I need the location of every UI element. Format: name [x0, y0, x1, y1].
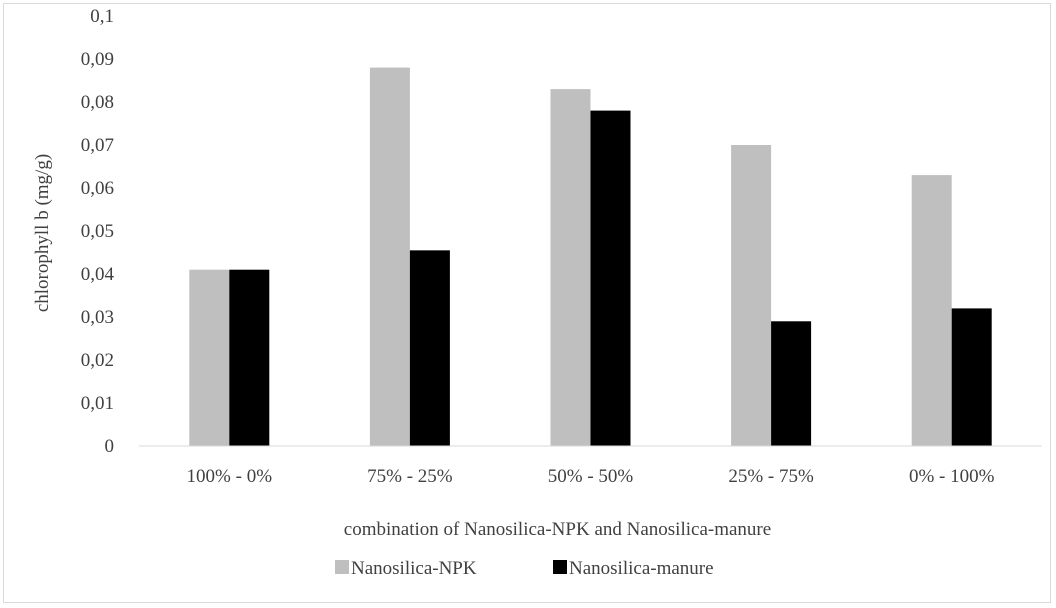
y-tick-label: 0,03	[81, 307, 114, 328]
bar-nanosilica-manure-0	[229, 269, 270, 446]
legend-swatch-1	[553, 560, 567, 574]
y-tick-label: 0,06	[81, 178, 114, 199]
bar-nanosilica-npk-3	[731, 145, 772, 446]
chart-frame: 0 0,01 0,02 0,03 0,04 0,05 0,06 0,07 0,08 0,09 0,1…	[3, 3, 1051, 603]
y-tick-label: 0	[105, 436, 115, 457]
legend-label-1: Nanosilica-manure	[569, 558, 714, 579]
bars	[189, 67, 992, 446]
y-axis-ticks: 0 0,01 0,02 0,03 0,04 0,05 0,06 0,07 0,08 0,09 0,1	[81, 6, 115, 457]
x-axis-ticks: 100% - 0% 75% - 25% 50% - 50% 25% - 75% 0% -…	[187, 466, 995, 487]
x-axis-title: combination of Nanosilica-NPK and Nanosi…	[344, 519, 771, 540]
legend-label-0: Nanosilica-NPK	[351, 558, 477, 579]
x-tick-label: 25% - 75%	[728, 466, 814, 487]
x-tick-label: 0% - 100%	[909, 466, 995, 487]
y-axis-title: chlorophyll b (mg/g)	[32, 154, 53, 312]
bar-nanosilica-manure-2	[590, 110, 631, 446]
bar-chart: 0 0,01 0,02 0,03 0,04 0,05 0,06 0,07 0,08 0,09 0,1…	[32, 6, 1042, 579]
y-tick-label: 0,09	[81, 49, 114, 70]
bar-nanosilica-npk-0	[189, 269, 230, 446]
y-tick-label: 0,07	[81, 135, 114, 156]
bar-nanosilica-manure-4	[951, 308, 992, 446]
bar-nanosilica-npk-4	[911, 175, 952, 446]
legend-swatch-0	[335, 560, 349, 574]
bar-nanosilica-manure-1	[409, 250, 450, 446]
legend: Nanosilica-NPK Nanosilica-manure	[335, 558, 714, 579]
y-tick-label: 0,05	[81, 221, 114, 242]
y-tick-label: 0,01	[81, 393, 114, 414]
x-tick-label: 75% - 25%	[367, 466, 453, 487]
bar-nanosilica-manure-3	[771, 321, 812, 446]
bar-nanosilica-npk-2	[550, 89, 591, 446]
y-tick-label: 0,04	[81, 264, 115, 285]
bar-nanosilica-npk-1	[369, 67, 410, 446]
y-tick-label: 0,08	[81, 92, 114, 113]
y-tick-label: 0,02	[81, 350, 114, 371]
x-tick-label: 100% - 0%	[187, 466, 273, 487]
y-tick-label: 0,1	[90, 6, 114, 27]
x-tick-label: 50% - 50%	[548, 466, 634, 487]
